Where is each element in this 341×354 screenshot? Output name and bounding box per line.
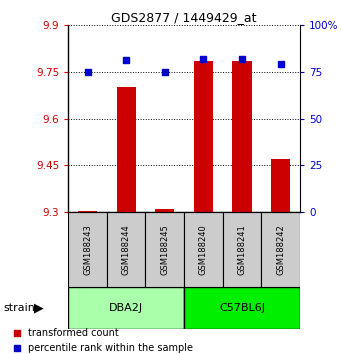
Point <box>239 56 245 61</box>
Text: GSM188245: GSM188245 <box>160 224 169 275</box>
FancyBboxPatch shape <box>107 212 146 287</box>
Text: percentile rank within the sample: percentile rank within the sample <box>28 343 193 353</box>
Point <box>257 144 263 150</box>
Bar <box>78 211 97 212</box>
Text: DBA2J: DBA2J <box>109 303 143 313</box>
Point <box>257 286 263 291</box>
Point <box>123 58 129 63</box>
FancyBboxPatch shape <box>184 287 300 329</box>
Point <box>162 69 167 75</box>
FancyBboxPatch shape <box>184 212 223 287</box>
Bar <box>155 209 175 212</box>
Text: ▶: ▶ <box>34 302 44 314</box>
Text: GSM188242: GSM188242 <box>276 224 285 275</box>
Bar <box>194 61 213 212</box>
Bar <box>233 61 252 212</box>
Text: C57BL6J: C57BL6J <box>219 303 265 313</box>
Point <box>278 61 283 67</box>
Text: GSM188240: GSM188240 <box>199 224 208 275</box>
Bar <box>271 159 291 212</box>
Point <box>201 56 206 61</box>
FancyBboxPatch shape <box>68 287 184 329</box>
FancyBboxPatch shape <box>223 212 262 287</box>
Bar <box>117 87 136 212</box>
Text: GSM188241: GSM188241 <box>238 224 247 275</box>
Point <box>85 69 90 75</box>
FancyBboxPatch shape <box>262 212 300 287</box>
Text: GSM188243: GSM188243 <box>83 224 92 275</box>
FancyBboxPatch shape <box>146 212 184 287</box>
Text: transformed count: transformed count <box>28 328 119 338</box>
Title: GDS2877 / 1449429_at: GDS2877 / 1449429_at <box>112 11 257 24</box>
Text: GSM188244: GSM188244 <box>122 224 131 275</box>
Text: strain: strain <box>3 303 35 313</box>
FancyBboxPatch shape <box>68 212 107 287</box>
